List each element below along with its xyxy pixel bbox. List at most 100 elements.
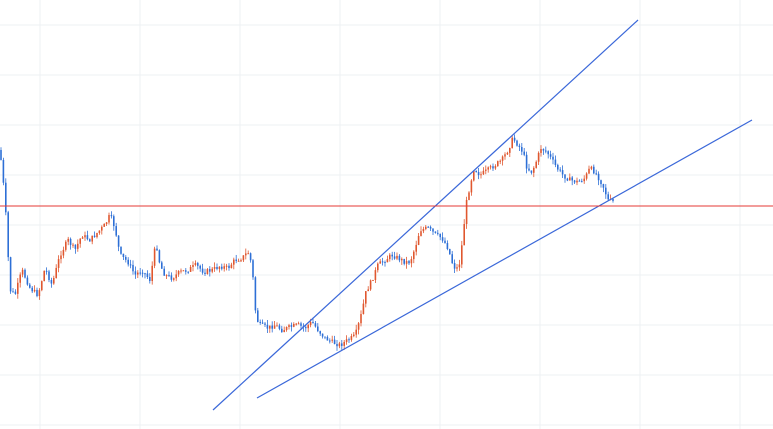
candle-body xyxy=(489,166,492,168)
candle-body xyxy=(31,287,33,292)
candle-body xyxy=(134,271,137,275)
candle-body xyxy=(595,173,597,175)
candle-body xyxy=(590,166,593,169)
candle-body xyxy=(381,261,384,263)
candle-body xyxy=(276,325,278,327)
candle-body xyxy=(494,166,497,169)
candle-body xyxy=(201,268,204,273)
candle-body xyxy=(89,239,91,242)
candle-body xyxy=(516,140,518,146)
candle-body xyxy=(453,263,456,269)
candle-body xyxy=(96,232,98,238)
candle-body xyxy=(549,154,552,157)
candle-body xyxy=(413,251,415,260)
candle-body xyxy=(7,212,9,258)
candle-body xyxy=(132,264,134,272)
candle-body xyxy=(295,323,297,325)
candle-body xyxy=(357,323,360,330)
candle-body xyxy=(362,303,365,315)
candle-body xyxy=(398,255,401,261)
candle-body xyxy=(65,241,67,250)
candle-body xyxy=(225,265,228,267)
candle-body xyxy=(345,339,348,342)
candle-body xyxy=(566,178,569,181)
candle-body xyxy=(605,187,607,195)
candle-body xyxy=(329,340,331,342)
candle-body xyxy=(305,327,307,329)
candle-body xyxy=(151,265,153,282)
candle-body xyxy=(285,327,288,331)
candle-body xyxy=(269,325,271,329)
candle-body xyxy=(470,180,473,193)
candle-body xyxy=(405,261,408,264)
candle-body xyxy=(177,270,180,275)
candle-body xyxy=(504,154,506,157)
candle-body xyxy=(475,170,477,173)
candle-body xyxy=(281,328,283,333)
candle-body xyxy=(432,228,434,232)
candle-body xyxy=(444,240,446,244)
candle-body xyxy=(283,330,285,333)
candle-body xyxy=(501,156,504,161)
candle-body xyxy=(187,271,189,273)
candle-body xyxy=(573,180,576,183)
candle-body xyxy=(523,151,525,155)
candle-body xyxy=(149,277,151,282)
candle-body xyxy=(163,268,165,276)
candle-body xyxy=(24,269,26,278)
candle-body xyxy=(425,226,427,229)
candle-body xyxy=(461,245,463,265)
candle-body xyxy=(21,269,24,275)
candle-body xyxy=(113,216,115,227)
candle-body xyxy=(564,174,566,179)
candles-layer xyxy=(0,134,614,351)
candle-body xyxy=(211,268,213,272)
candle-body xyxy=(386,259,389,263)
candle-body xyxy=(588,168,590,174)
candle-body xyxy=(127,259,129,265)
candle-body xyxy=(254,277,257,311)
candle-body xyxy=(209,269,211,272)
candle-body xyxy=(175,274,177,279)
candle-body xyxy=(41,281,43,291)
candle-body xyxy=(585,173,588,179)
candle-body xyxy=(206,269,209,274)
candle-body xyxy=(437,232,439,234)
candle-body xyxy=(141,272,144,274)
candle-body xyxy=(185,270,187,272)
candle-body xyxy=(374,270,377,280)
candle-body xyxy=(312,321,314,324)
candle-body xyxy=(74,244,77,249)
candle-body xyxy=(218,266,221,269)
candle-body xyxy=(552,156,554,160)
trendline xyxy=(256,119,753,399)
candle-body xyxy=(434,231,437,233)
candle-body xyxy=(439,233,441,238)
candle-body xyxy=(165,275,168,277)
candle-body xyxy=(545,150,547,152)
candle-body xyxy=(240,260,242,262)
candle-body xyxy=(355,329,357,335)
candle-body xyxy=(170,275,173,280)
candle-body xyxy=(509,148,511,153)
candle-body xyxy=(110,215,113,217)
candle-body xyxy=(384,262,386,264)
candle-body xyxy=(513,137,516,141)
candle-body xyxy=(168,275,170,277)
candle-body xyxy=(252,260,254,278)
candle-body xyxy=(602,184,605,188)
candle-body xyxy=(2,159,5,183)
candle-body xyxy=(69,238,72,245)
candle-body xyxy=(429,226,432,229)
candle-body xyxy=(17,282,19,294)
candle-body xyxy=(67,238,69,242)
candle-body xyxy=(427,226,429,228)
candle-body xyxy=(533,167,535,173)
candle-body xyxy=(204,272,206,274)
candle-body xyxy=(369,280,372,290)
candle-body xyxy=(350,336,353,340)
candle-body xyxy=(542,149,545,151)
candle-body xyxy=(581,181,583,183)
